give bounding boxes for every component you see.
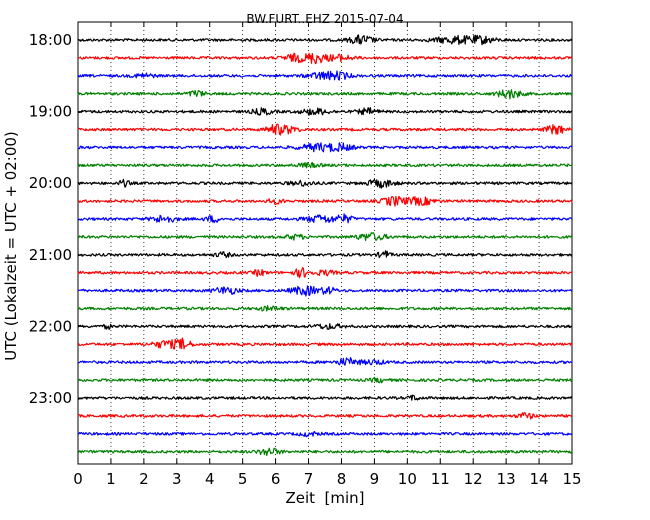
axis-ticks: 0 1 2 3 4 5 6 7 8 9 10 11 12 13 14 1518:0019:0020:0021:… [29,22,582,488]
trace-2230 [77,357,573,366]
x-tick-label: 3 [172,470,182,488]
trace-2030 [77,213,573,224]
y-axis-label: UTC (Lokalzeit = UTC + 02:00) [2,131,20,361]
y-tick-label: 21:00 [29,246,72,264]
x-tick-label: 9 [370,470,380,488]
trace-1915 [77,123,573,136]
x-tick-label: 4 [205,470,215,488]
x-tick-label: 5 [238,470,248,488]
trace-1845 [77,89,573,100]
seismic-traces [77,34,573,457]
x-tick-label: 11 [431,470,450,488]
x-axis-label: Zeit [min] [285,489,365,507]
y-tick-label: 23:00 [29,389,72,407]
trace-1930 [77,142,573,153]
trace-2215 [77,337,573,350]
y-tick-label: 20:00 [29,174,72,192]
y-tick-label: 19:00 [29,103,72,121]
x-tick-label: 1 [106,470,116,488]
grid-lines [110,22,540,464]
trace-2200 [77,323,573,330]
trace-1800 [77,34,573,46]
trace-2330 [77,431,573,438]
x-tick-label: 6 [271,470,281,488]
x-tick-label: 7 [304,470,314,488]
trace-2130 [78,285,573,297]
trace-1900 [77,107,573,116]
trace-2045 [77,232,573,241]
trace-1815 [77,52,573,65]
trace-2245 [77,376,573,384]
x-tick-label: 0 [73,470,83,488]
trace-2000 [77,178,573,189]
x-tick-label: 8 [337,470,347,488]
trace-2100 [77,250,573,259]
x-tick-label: 2 [139,470,149,488]
y-tick-label: 22:00 [29,317,72,335]
x-tick-label: 10 [398,470,417,488]
x-tick-label: 13 [497,470,516,488]
plot-frame [77,21,573,465]
x-tick-label: 12 [464,470,483,488]
trace-2145 [77,305,573,312]
y-tick-label: 18:00 [29,31,72,49]
x-tick-label: 15 [562,470,581,488]
trace-1830 [77,70,573,81]
trace-2115 [77,267,573,279]
trace-2345 [77,447,573,457]
x-tick-label: 14 [530,470,549,488]
trace-2300 [77,394,573,401]
trace-2315 [78,412,573,420]
trace-1945 [77,161,572,169]
trace-2015 [77,195,573,207]
chart-title: BW.FURT..EHZ 2015-07-04 [246,12,404,26]
